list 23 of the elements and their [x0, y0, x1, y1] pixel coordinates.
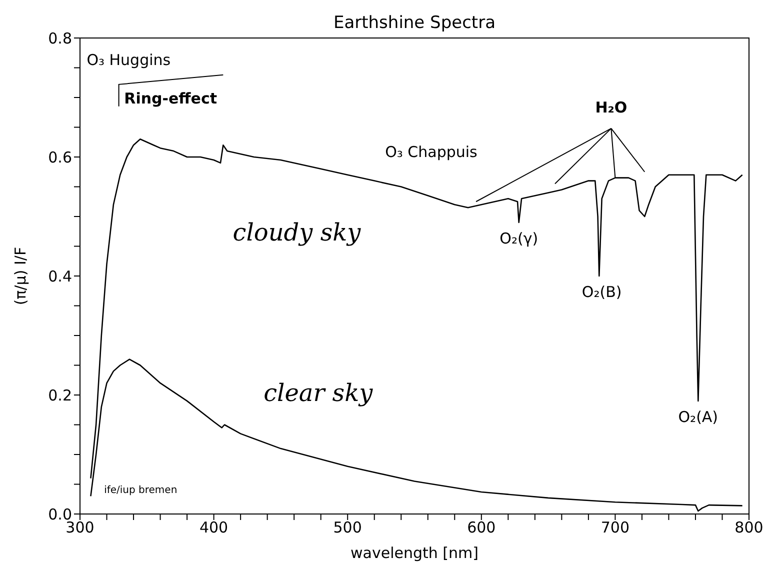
- x-tick-label: 700: [600, 518, 630, 537]
- y-tick-label: 0.4: [48, 267, 72, 286]
- x-tick-label: 300: [66, 518, 94, 537]
- chart-title: Earthshine Spectra: [333, 13, 496, 33]
- y-tick-label: 0.6: [48, 148, 72, 166]
- annotation: Ring-effect: [124, 89, 218, 108]
- y-tick-label: 0.8: [48, 29, 72, 48]
- annotation: ife/iup bremen: [104, 485, 178, 496]
- annotation: H₂O: [595, 98, 628, 116]
- annotation: O₂(B): [582, 282, 622, 301]
- annotation: O₃ Huggins: [86, 50, 171, 69]
- x-tick-label: 500: [333, 518, 362, 537]
- annotation: O₃ Chappuis: [385, 143, 478, 161]
- x-tick-label: 800: [734, 518, 764, 537]
- x-axis-title: wavelength [nm]: [350, 544, 478, 562]
- x-tick-label: 600: [467, 518, 496, 537]
- annotation: O₂(A): [678, 408, 718, 426]
- y-axis-title: (π/μ) I/F: [11, 246, 30, 306]
- annotation: O₂(γ): [500, 229, 538, 248]
- y-tick-label: 0.2: [48, 386, 72, 404]
- annotation: clear sky: [264, 378, 374, 407]
- x-tick-label: 400: [199, 518, 228, 537]
- annotation: cloudy sky: [232, 218, 362, 246]
